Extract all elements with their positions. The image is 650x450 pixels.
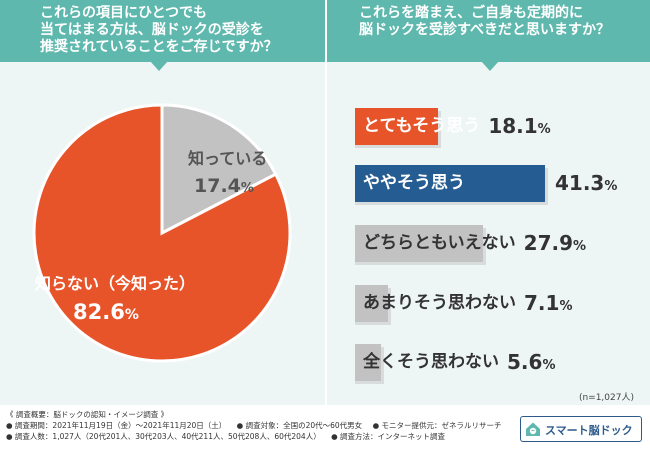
footer-period: ● 調査期間：2021年11月19日（金）～2021年11月20日（土） xyxy=(6,421,227,430)
footer-method: ● 調査方法：インターネット調査 xyxy=(331,432,446,441)
bar-value-number: 27.9 xyxy=(523,231,574,255)
pie-value-unknown-number: 82.6 xyxy=(73,300,125,324)
footer-title: 《 調査概要：脳ドックの認知・イメージ調査 》 xyxy=(6,410,169,419)
bar xyxy=(355,285,388,322)
bar-category-label: あまりそう思わない xyxy=(363,293,516,313)
bar-value-label: 5.6% xyxy=(507,350,555,374)
bar-category-label: 全くそう思わない xyxy=(363,352,499,372)
footer-target: ● 調査対象：全国の20代～60代男女 xyxy=(236,421,363,430)
pie-label-unknown: 知らない（今知った） 82.6% xyxy=(35,270,195,324)
bar-value-unit: % xyxy=(537,122,551,137)
left-question-header: これらの項目にひとつでも 当てはまる方は、脳ドックの受診を 推奨されていることを… xyxy=(0,0,325,62)
pie-value-known-number: 17.4 xyxy=(194,175,241,197)
sample-size-note: (n=1,027人) xyxy=(578,393,634,403)
bar-category-label: とてもそう思う xyxy=(363,116,481,136)
bar xyxy=(355,225,484,262)
pie-value-known-unit: % xyxy=(240,181,254,196)
footer-row-2: ● 調査人数：1,027人（20代201人、30代203人、40代211人、50… xyxy=(6,431,510,442)
bar-value-unit: % xyxy=(542,358,556,373)
bar-value-number: 7.1 xyxy=(524,291,560,315)
bar-value-label: 27.9% xyxy=(524,231,586,255)
bar-value-number: 18.1 xyxy=(488,114,538,138)
footer-row-1: ● 調査期間：2021年11月19日（金）～2021年11月20日（土） ● 調… xyxy=(6,420,510,431)
pie-label-known-text: 知っている xyxy=(188,149,268,168)
pie-value-known: 17.4% xyxy=(194,175,267,197)
brand-logo: スマート脳ドック xyxy=(520,416,642,442)
pie-value-unknown-unit: % xyxy=(124,307,139,323)
pie-label-known: 知っている 17.4% xyxy=(188,145,267,197)
bar xyxy=(355,344,381,381)
bar-value-label: 41.3% xyxy=(555,171,617,195)
brain-house-icon xyxy=(526,422,540,436)
footer-count: ● 調査人数：1,027人（20代201人、30代203人、40代211人、50… xyxy=(6,432,321,441)
bar-value-unit: % xyxy=(604,179,618,194)
bar-value-number: 41.3 xyxy=(555,171,605,195)
bar xyxy=(355,108,439,145)
bar-value-number: 5.6 xyxy=(507,350,543,374)
bar-category-label: どちらともいえない xyxy=(363,233,516,253)
bar xyxy=(355,165,545,202)
pie-slice-known xyxy=(160,103,278,236)
bar-value-label: 18.1% xyxy=(488,114,550,138)
footer-provider: ● モニター提供元：ゼネラルリサーチ xyxy=(372,421,502,430)
survey-footer: 《 調査概要：脳ドックの認知・イメージ調査 》 ● 調査期間：2021年11月1… xyxy=(6,409,510,442)
pie-label-unknown-text: 知らない（今知った） xyxy=(35,274,196,293)
bar-value-label: 7.1% xyxy=(524,291,572,315)
brand-logo-text: スマート脳ドック xyxy=(545,424,633,437)
pie-value-unknown: 82.6% xyxy=(73,300,195,324)
right-header-pointer xyxy=(481,61,499,71)
bar-category-label: ややそう思う xyxy=(363,173,465,193)
right-question-header: これらを踏まえ、ご自身も定期的に 脳ドックを受診すべきだと思いますか？ xyxy=(327,0,650,62)
bar-value-unit: % xyxy=(573,239,587,254)
bar-value-unit: % xyxy=(559,299,573,314)
left-header-pointer xyxy=(150,61,168,71)
pie-slice-unknown xyxy=(32,103,292,363)
